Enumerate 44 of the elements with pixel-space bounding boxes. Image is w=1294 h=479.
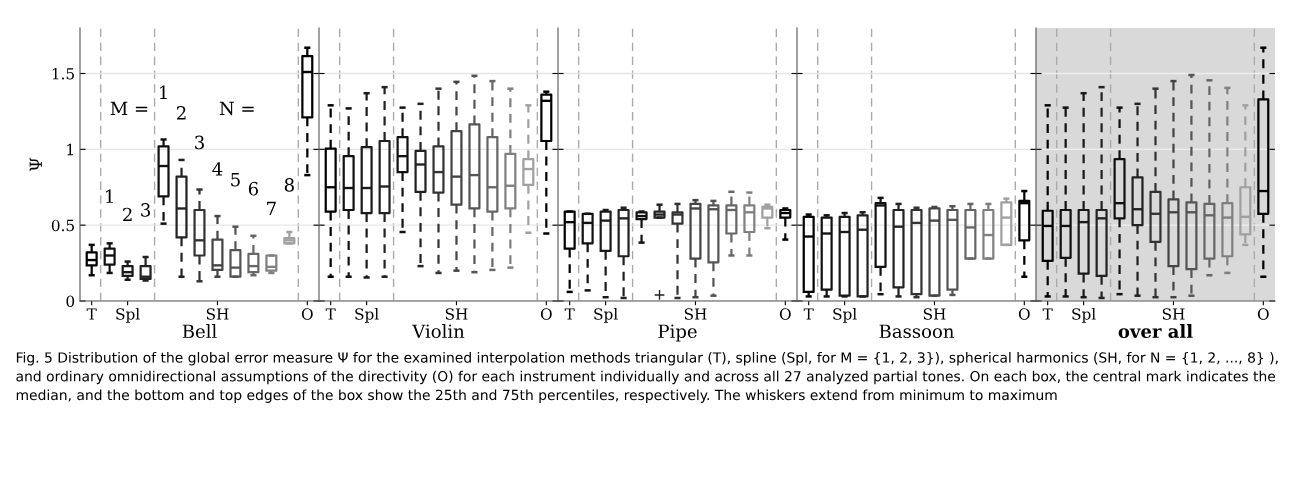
x-tick-label: O	[1018, 308, 1030, 320]
annotation: 3	[141, 203, 150, 217]
annotation: 5	[231, 173, 240, 187]
x-tick-label: SH	[684, 308, 707, 320]
annotation: 7	[267, 201, 276, 215]
x-axis-title: over all	[1118, 324, 1193, 339]
y-axis-title: Ψ	[29, 157, 42, 172]
x-tick-label: T	[1042, 308, 1053, 320]
x-tick-label: Spl	[1072, 307, 1096, 323]
x-tick-label: O	[779, 308, 791, 320]
x-tick-label: Spl	[594, 307, 618, 323]
annotation: 1	[106, 189, 113, 203]
x-tick-label: SH	[923, 308, 946, 320]
x-tick-label: Spl	[833, 307, 857, 323]
x-axis-title: Violin	[412, 324, 465, 339]
y-tick-label: 0	[66, 295, 75, 308]
x-tick-label: T	[86, 308, 97, 320]
y-tick-label: 1.5	[52, 67, 74, 80]
x-axis-title: Bassoon	[879, 324, 954, 339]
annotation: M =	[110, 101, 148, 115]
annotation: 4	[212, 162, 223, 176]
y-tick-label: 0.5	[51, 219, 74, 232]
annotation: 6	[248, 181, 259, 196]
x-axis-title: Pipe	[658, 324, 697, 342]
x-tick-label: T	[325, 308, 336, 320]
annotation: 1	[160, 85, 167, 99]
x-tick-label: Spl	[116, 307, 140, 323]
annotation: 2	[177, 106, 186, 120]
x-tick-label: SH	[1162, 308, 1185, 320]
x-tick-label: O	[1257, 308, 1269, 320]
x-tick-label: SH	[206, 308, 229, 320]
x-tick-label: T	[564, 308, 575, 320]
caption: Fig. 5 Distribution of the global error measure Ψ for the examined interpolation methods triangular (T), spline (Spl, for M = {1, 2, 3}), spherical harmonics (SH, for N = {1, 2, ..., 8} ), and ordinary omnidirectional assumptions of the directivity (O) for each instrument individually and across all 27 analyzed partial tones. On each box, the central mark indicates the median, and the bottom and top edges of the box show the 25th and 75th percentiles, respectively. The whiskers extend from minimum to maximum	[16, 352, 1278, 403]
x-tick-label: O	[301, 308, 313, 320]
x-tick-label: O	[540, 308, 552, 320]
annotation: N =	[219, 101, 254, 116]
x-tick-label: Spl	[355, 307, 379, 323]
annotation: 2	[123, 207, 132, 222]
x-axis-title: Bell	[182, 324, 217, 339]
y-tick-label: 1	[67, 143, 73, 156]
annotation: 3	[195, 135, 204, 150]
x-tick-label: T	[803, 308, 814, 320]
annotation: 8	[284, 178, 294, 192]
x-tick-label: SH	[445, 308, 468, 320]
